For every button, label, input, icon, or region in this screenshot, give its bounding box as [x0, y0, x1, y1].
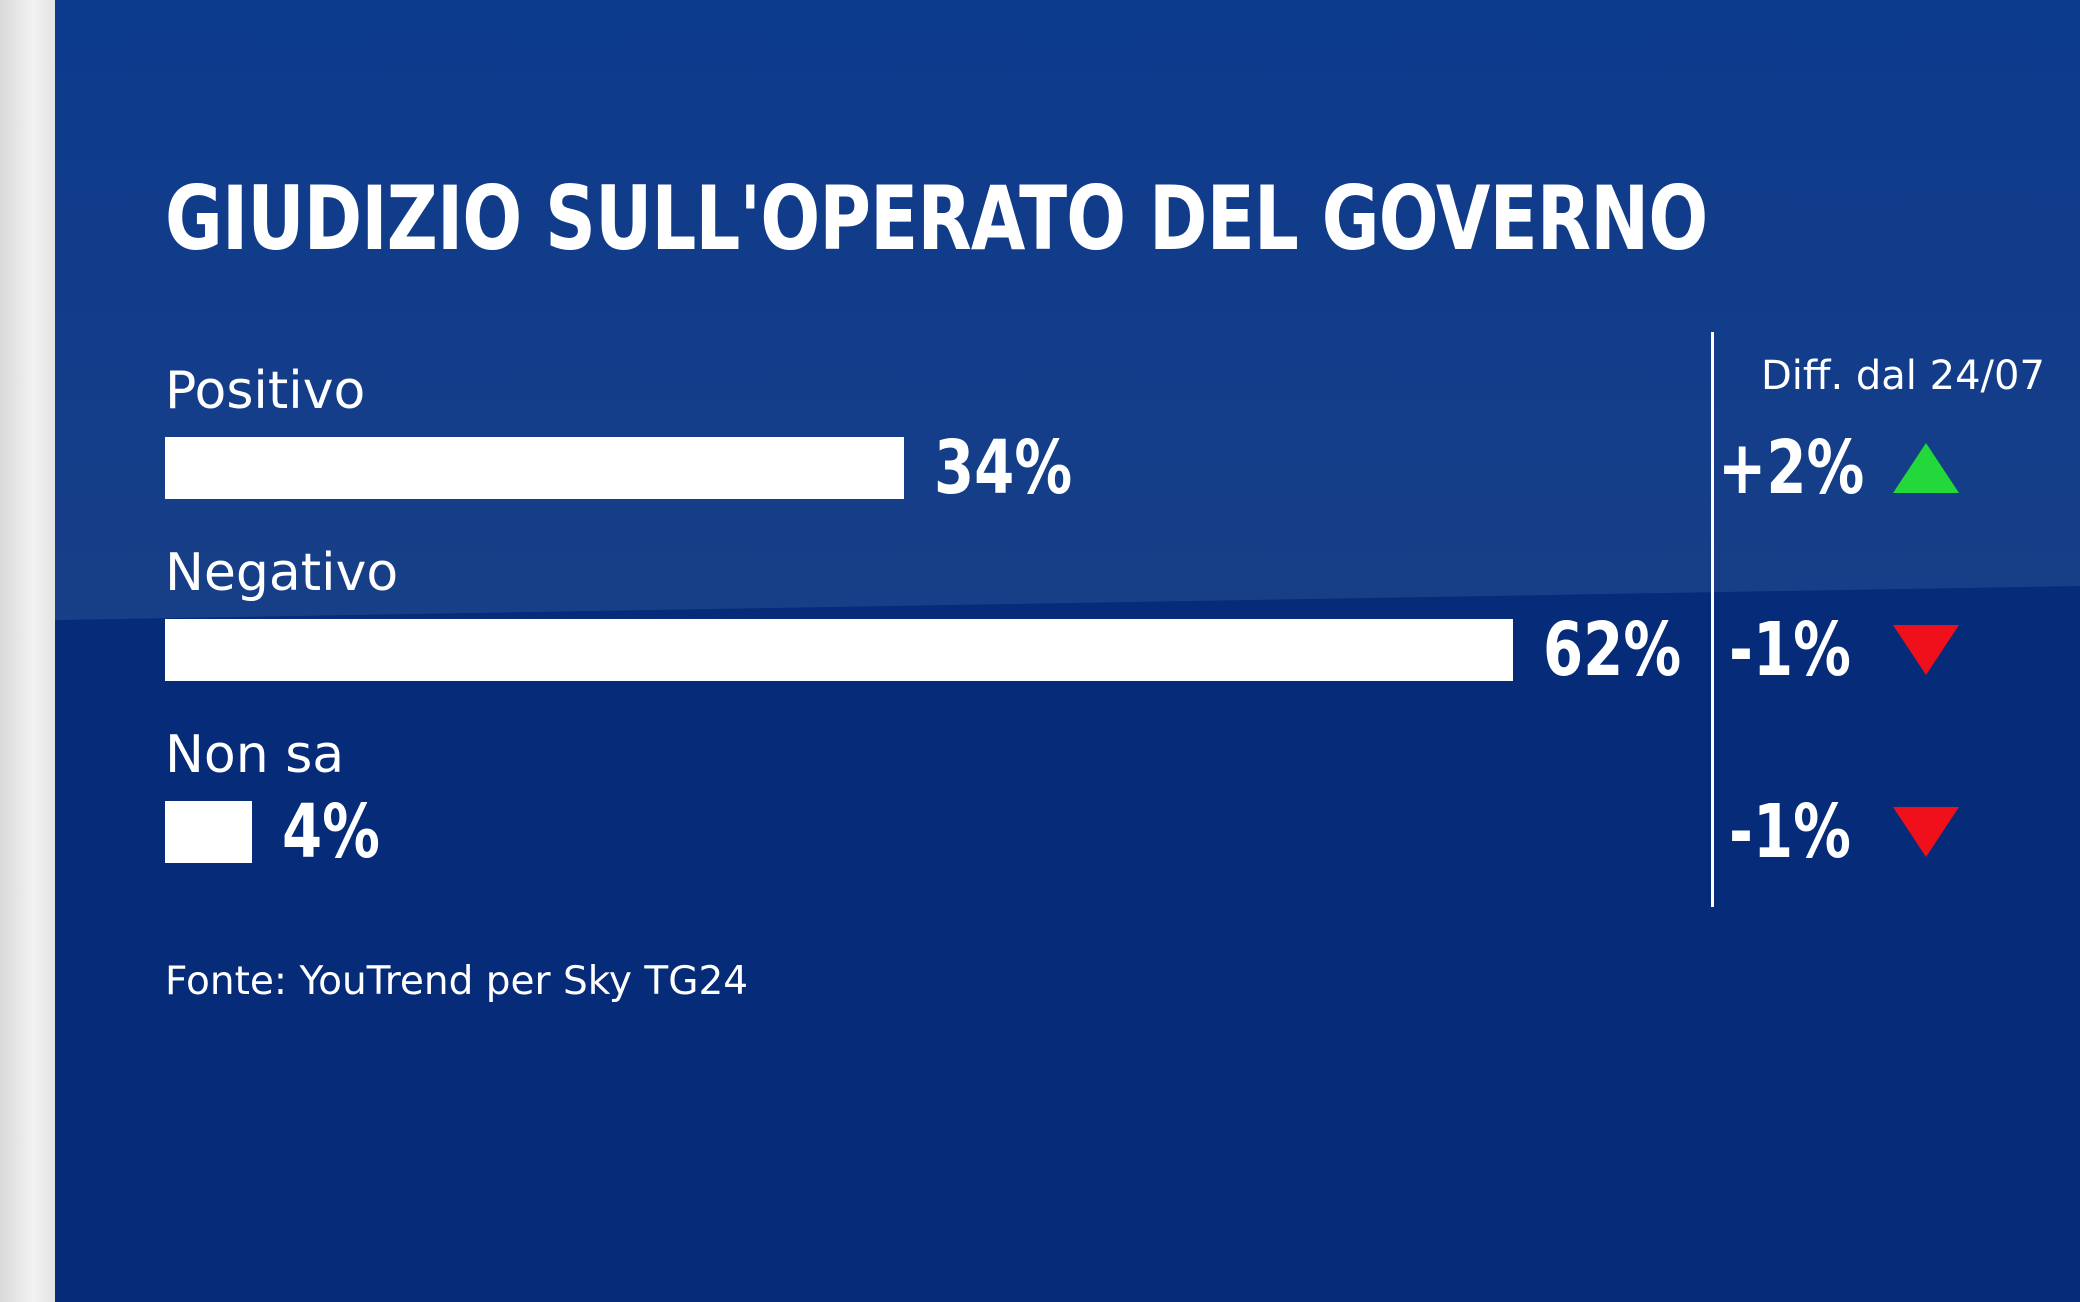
category-label-non-sa: Non sa [165, 725, 345, 785]
category-label-positivo: Positivo [165, 361, 366, 421]
diff-value-non-sa: -1% [1729, 789, 1851, 875]
bar-non-sa [165, 801, 252, 863]
value-label-positivo: 34% [934, 425, 1073, 511]
diff-value-negativo: -1% [1729, 607, 1851, 693]
bar-positivo [165, 437, 905, 499]
diff-value-positivo: +2% [1718, 425, 1865, 511]
arrow-down-icon [1893, 625, 1959, 675]
panel-upper-shade [55, 0, 2080, 620]
arrow-down-icon [1893, 807, 1959, 857]
source-note: Fonte: YouTrend per Sky TG24 [165, 959, 749, 1004]
diff-header: Diff. dal 24/07 [1761, 353, 2045, 399]
bar-negativo [165, 619, 1513, 681]
left-edge-strip [0, 0, 55, 1302]
arrow-up-icon [1893, 443, 1959, 493]
value-label-negativo: 62% [1543, 607, 1682, 693]
diff-divider [1711, 332, 1714, 907]
value-label-non-sa: 4% [281, 789, 380, 875]
category-label-negativo: Negativo [165, 543, 399, 603]
chart-panel: GIUDIZIO SULL'OPERATO DEL GOVERNO Positi… [55, 0, 2080, 1302]
chart-title: GIUDIZIO SULL'OPERATO DEL GOVERNO [165, 167, 1708, 270]
